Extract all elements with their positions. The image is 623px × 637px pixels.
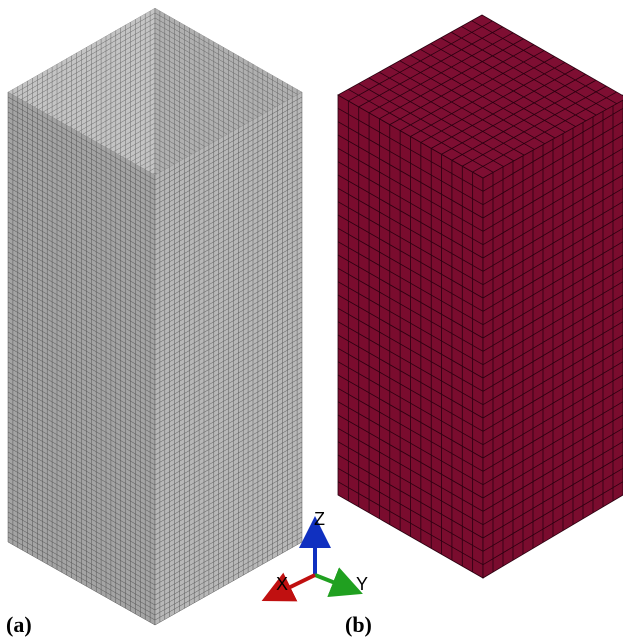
z-label: Z — [314, 509, 325, 529]
panel-label: (a) — [6, 612, 32, 637]
figure: Z Y X (a) (b) — [0, 0, 623, 637]
y-label: Y — [356, 574, 368, 594]
y-arrow — [315, 575, 348, 588]
mesh-block — [338, 15, 623, 578]
panel-label: (b) — [345, 612, 372, 637]
x-label: X — [276, 574, 288, 594]
